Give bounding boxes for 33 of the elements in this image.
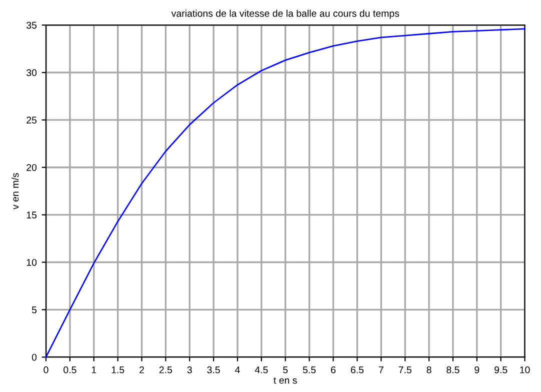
x-tick-label: 4.5 [254,366,268,374]
x-tick-label: 8 [426,366,432,374]
y-axis-title: v en m/s [12,173,19,210]
y-tick-label: 10 [26,258,37,266]
x-tick-label: 7.5 [398,366,412,374]
x-tick-label: 5 [283,366,288,374]
line-series [45,28,526,358]
y-tick-label: 35 [26,22,37,29]
x-tick-label: 4 [235,366,240,374]
y-tick-label: 5 [32,306,37,314]
x-tick-label: 3 [187,366,192,374]
x-tick-label: 0 [44,366,48,374]
x-tick-label: 8.5 [446,366,460,374]
x-tick-label: 6 [331,366,336,374]
x-tick-label: 9.5 [494,366,508,374]
y-tick-label: 0 [32,354,37,361]
x-tick-label: 10 [520,366,530,374]
x-tick-label: 2.5 [159,366,172,374]
x-tick-label: 7 [378,366,384,374]
x-tick-label: 3.5 [207,366,220,374]
x-axis-title: t en s [274,377,297,384]
x-tick-label: 6.5 [350,366,364,374]
x-tick-label: 0.5 [64,366,76,374]
y-tick-label: 25 [26,116,37,124]
y-tick-label: 20 [26,164,37,172]
y-tick-label: 30 [26,69,37,76]
x-tick-label: 1.5 [112,366,124,374]
x-tick-label: 2 [140,366,144,374]
x-tick-label: 9 [474,366,480,374]
x-tick-label: 1 [92,366,96,374]
y-tick-label: 15 [26,212,37,218]
chart-title: variations de la vitesse de la balle au cours du temps [171,10,400,19]
x-tick-label: 5.5 [302,366,316,374]
